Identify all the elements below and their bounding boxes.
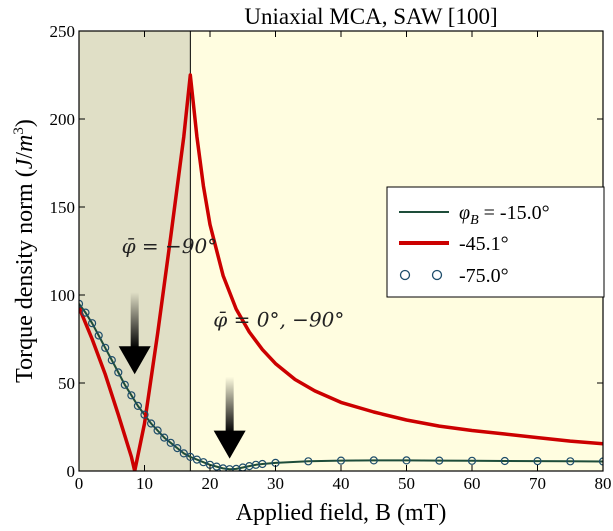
- data-point: [533, 457, 542, 466]
- data-point: [87, 319, 97, 328]
- chart-title: Uniaxial MCA, SAW [100]: [244, 4, 497, 29]
- data-point: [402, 456, 411, 465]
- data-point: [435, 456, 444, 465]
- data-point: [160, 433, 169, 442]
- annotation-arrow-shaft: [130, 292, 139, 349]
- x-tick-label: 20: [202, 474, 219, 493]
- data-point: [133, 401, 142, 410]
- data-point: [467, 456, 477, 465]
- x-tick-label: 30: [267, 474, 284, 493]
- y-tick-label: 100: [50, 286, 76, 305]
- y-tick-label: 150: [50, 198, 76, 217]
- data-point: [566, 457, 575, 466]
- legend-label-series-3: -75.0°: [459, 265, 509, 287]
- x-tick-label: 0: [75, 474, 84, 493]
- annotation-arrow-head: [213, 430, 246, 459]
- legend-label-series-2: -45.1°: [459, 233, 509, 255]
- annotation-label: φ̄ = 0°, −90°: [213, 308, 344, 332]
- y-tick-label: 0: [67, 462, 76, 481]
- x-tick-label: 40: [333, 474, 350, 493]
- x-axis-label: Applied field, B (mT): [236, 500, 447, 526]
- data-point: [186, 452, 195, 461]
- annotation-arrow-shaft: [225, 376, 234, 433]
- x-tick-label: 80: [595, 474, 612, 493]
- x-tick-label: 60: [464, 474, 481, 493]
- data-point: [114, 368, 123, 377]
- legend-marker-series-3: [399, 269, 411, 281]
- legend: φB = -15.0° -45.1° -75.0°: [386, 186, 605, 298]
- x-tick-label: 70: [529, 474, 546, 493]
- data-point: [336, 456, 346, 465]
- data-point: [258, 459, 267, 469]
- series-line-2: [79, 73, 603, 471]
- data-point: [79, 299, 84, 308]
- data-point: [153, 426, 162, 435]
- data-point: [179, 449, 188, 458]
- annotation-arrow-head: [118, 346, 151, 375]
- legend-marker-series-3: [431, 269, 443, 281]
- data-point: [598, 457, 603, 466]
- data-point: [101, 343, 110, 352]
- x-tick-label: 10: [136, 474, 153, 493]
- data-point: [304, 457, 313, 466]
- data-point: [127, 391, 136, 400]
- data-point: [81, 308, 90, 317]
- data-point: [173, 444, 182, 453]
- y-tick-label: 200: [50, 110, 76, 129]
- legend-label-series-1: φB = -15.0°: [459, 202, 550, 228]
- y-tick-label: 50: [58, 374, 75, 393]
- data-point: [369, 456, 378, 465]
- annotation-label: φ̄ = −90°: [122, 234, 218, 258]
- data-point: [147, 419, 156, 428]
- data-point: [94, 331, 103, 340]
- data-point: [140, 410, 149, 419]
- data-point: [500, 456, 509, 466]
- x-tick-label: 50: [398, 474, 415, 493]
- y-tick-label: 250: [50, 22, 76, 41]
- y-axis-label: Torque density norm (J/m3): [11, 119, 38, 383]
- data-point: [166, 438, 175, 447]
- data-point: [107, 356, 116, 365]
- data-point: [120, 380, 129, 389]
